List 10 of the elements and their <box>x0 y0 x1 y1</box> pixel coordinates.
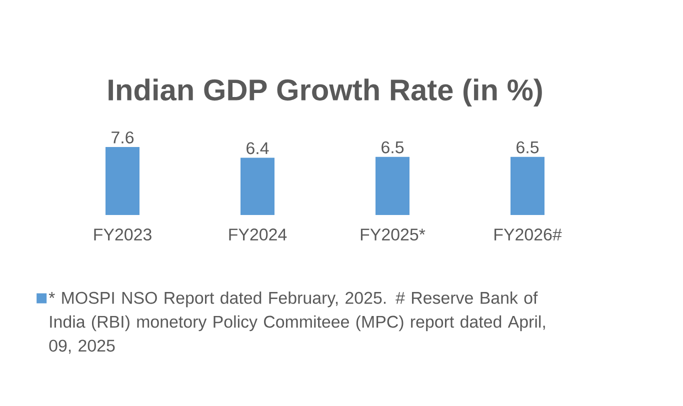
x-tick-label: FY2026# <box>494 228 562 241</box>
data-label: 6.4 <box>246 142 269 154</box>
x-tick-label: FY2024 <box>229 228 287 241</box>
data-label: 6.5 <box>382 141 404 154</box>
data-label: 6.5 <box>516 141 539 154</box>
x-tick-label: FY2023 <box>94 228 152 241</box>
chart-title: Indian GDP Growth Rate (in %) <box>108 78 542 106</box>
legend-label: * MOSPI NSO Report dated February, 2025. # Reserve Bank of India (RBI) monetory Policy Commiteee (MPC) report dated April, 09, 2025 <box>48 291 545 354</box>
x-tick-label: FY2025* <box>360 228 426 241</box>
data-label: 7.6 <box>112 131 134 144</box>
